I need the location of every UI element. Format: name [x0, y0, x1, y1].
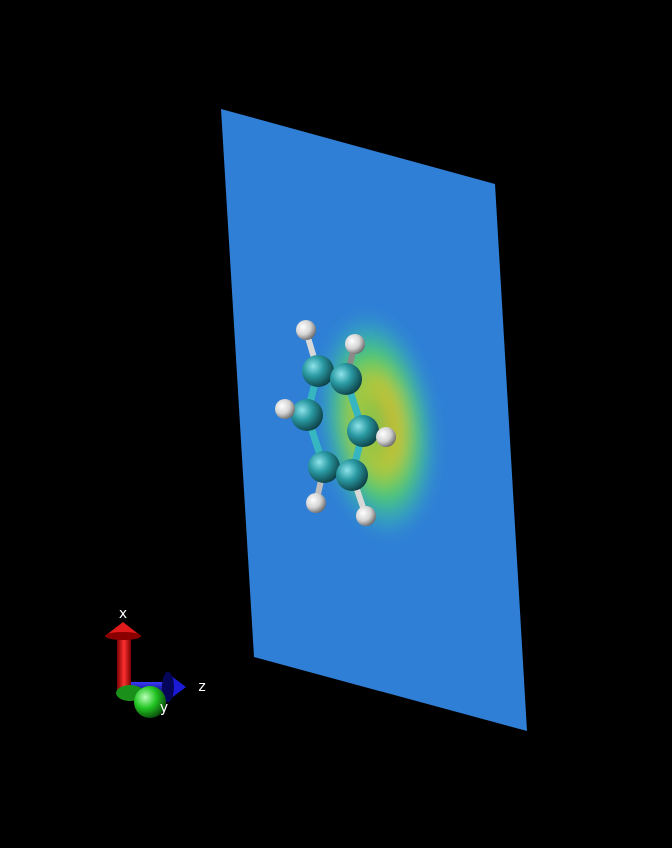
carbon-atom[interactable] — [308, 451, 340, 483]
hydrogen-atom[interactable] — [356, 506, 376, 526]
carbon-atoms — [291, 355, 379, 491]
z-axis-label: z — [198, 679, 205, 695]
carbon-atom[interactable] — [291, 399, 323, 431]
benzene-molecule[interactable] — [275, 320, 396, 526]
orientation-axes: x y z — [105, 606, 206, 718]
hydrogen-atom[interactable] — [306, 493, 326, 513]
hydrogen-atom[interactable] — [275, 399, 295, 419]
hydrogen-atom[interactable] — [376, 427, 396, 447]
hydrogen-atoms — [275, 320, 396, 526]
y-axis-label: y — [160, 700, 168, 716]
carbon-atom[interactable] — [302, 355, 334, 387]
x-axis-arrow — [105, 622, 141, 692]
x-axis-label: x — [119, 606, 127, 622]
carbon-atom[interactable] — [336, 459, 368, 491]
hydrogen-atom[interactable] — [296, 320, 316, 340]
carbon-atom[interactable] — [330, 363, 362, 395]
hydrogen-atom[interactable] — [345, 334, 365, 354]
y-axis-arrow — [116, 685, 166, 718]
carbon-atom[interactable] — [347, 415, 379, 447]
